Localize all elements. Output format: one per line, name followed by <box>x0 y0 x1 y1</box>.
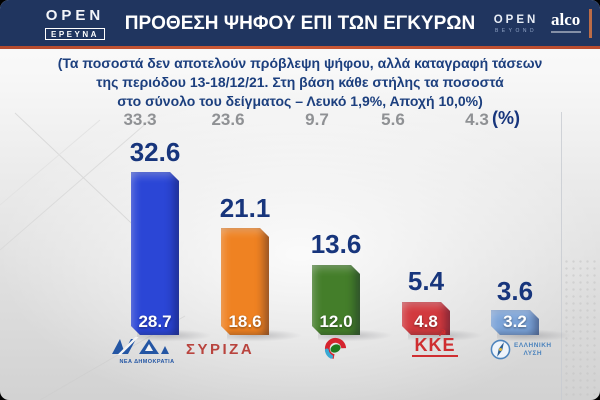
open-beyond-sub: BEYOND <box>494 28 538 34</box>
top-value-ellyniki-lysi: 4.3 <box>465 110 489 129</box>
ereyna-badge: ΕΡΕΥΝΑ <box>45 28 105 40</box>
kke-wordmark: ΚΚΕ <box>414 335 456 355</box>
header-bar: OPEN ΕΡΕΥΝΑ ΠΡΟΘΕΣΗ ΨΗΦΟΥ ΕΠΙ ΤΩΝ ΕΓΚΥΡΩ… <box>0 0 600 46</box>
nea-dimokratia-caption: ΝΕΑ ΔΗΜΟΚΡΑΤΙΑ <box>119 359 175 365</box>
methodology-note-line3: στο σύνολο του δείγματος – Λευκό 1,9%, Α… <box>117 93 483 109</box>
page-title: ΠΡΟΘΕΣΗ ΨΗΦΟΥ ΕΠΙ ΤΩΝ ΕΓΚΥΡΩΝ <box>124 13 476 34</box>
open-ereyna-logo: OPEN ΕΡΕΥΝΑ <box>45 7 105 42</box>
kinal-pasok-logo <box>323 336 348 366</box>
elliniki-lysi-logo: ΕΛΛΗΝΙΚΗ ΛΥΣΗ <box>490 339 552 360</box>
base-value-syriza: 18.6 <box>228 312 262 331</box>
background-vertical-divider <box>561 112 562 400</box>
hammer-sickle-icon: ☭ <box>438 328 448 338</box>
nea-dimokratia-emblem-icon <box>112 335 169 357</box>
kke-logo: ☭ ΚΚΕ <box>399 329 471 357</box>
elliniki-lysi-word1: ΕΛΛΗΝΙΚΗ <box>514 342 552 349</box>
bar-ellyniki-lysi: 3.2 <box>491 310 539 335</box>
syriza-logo: ΣΥΡΙΖΑ <box>186 341 255 358</box>
kinal-pasok-emblem-icon <box>324 337 347 360</box>
open-beyond-logo: OPEN BEYOND <box>487 14 545 34</box>
bar-nd: 28.7 <box>131 172 179 335</box>
main-value-syriza: 21.1 <box>219 193 271 223</box>
main-value-ellyniki-lysi: 3.6 <box>496 276 534 306</box>
elliniki-lysi-emblem-icon <box>490 339 511 360</box>
open-beyond-brand: OPEN <box>493 14 539 26</box>
alco-logo: alco <box>551 11 581 33</box>
bar-syriza: 18.6 <box>221 228 269 335</box>
base-value-kinal: 12.0 <box>319 312 353 331</box>
background-dot-pattern <box>563 258 600 400</box>
main-value-nd: 32.6 <box>129 137 181 167</box>
percent-unit-label: (%) <box>492 108 520 128</box>
top-value-kinal: 9.7 <box>305 110 329 129</box>
open-logo-text: OPEN <box>45 7 105 24</box>
bar-kinal: 12.0 <box>312 265 360 335</box>
methodology-note: (Τα ποσοστά δεν αποτελούν πρόβλεψη ψήφου… <box>0 54 600 111</box>
methodology-note-line2: της περιόδου 13-18/12/21. Στη βάση κάθε … <box>96 74 504 90</box>
base-value-nd: 28.7 <box>138 312 172 331</box>
methodology-note-line1: (Τα ποσοστά δεν αποτελούν πρόβλεψη ψήφου… <box>57 55 543 71</box>
alco-tagline-line <box>551 31 581 33</box>
base-value-kke: 4.8 <box>414 312 438 331</box>
base-value-ellyniki-lysi: 3.2 <box>503 312 527 331</box>
header-divider <box>0 46 600 49</box>
main-value-kke: 5.4 <box>407 266 445 296</box>
elliniki-lysi-word2: ΛΥΣΗ <box>523 349 543 357</box>
main-value-kinal: 13.6 <box>310 229 362 259</box>
header-accent-bar <box>589 9 592 38</box>
top-value-nd: 33.3 <box>123 110 157 129</box>
alco-brand: alco <box>551 10 581 29</box>
top-value-syriza: 23.6 <box>211 110 245 129</box>
bar-kke: 4.8 <box>402 302 450 335</box>
nea-dimokratia-logo: ΝΕΑ ΔΗΜΟΚΡΑΤΙΑ <box>103 335 191 365</box>
top-value-kke: 5.6 <box>381 110 405 129</box>
